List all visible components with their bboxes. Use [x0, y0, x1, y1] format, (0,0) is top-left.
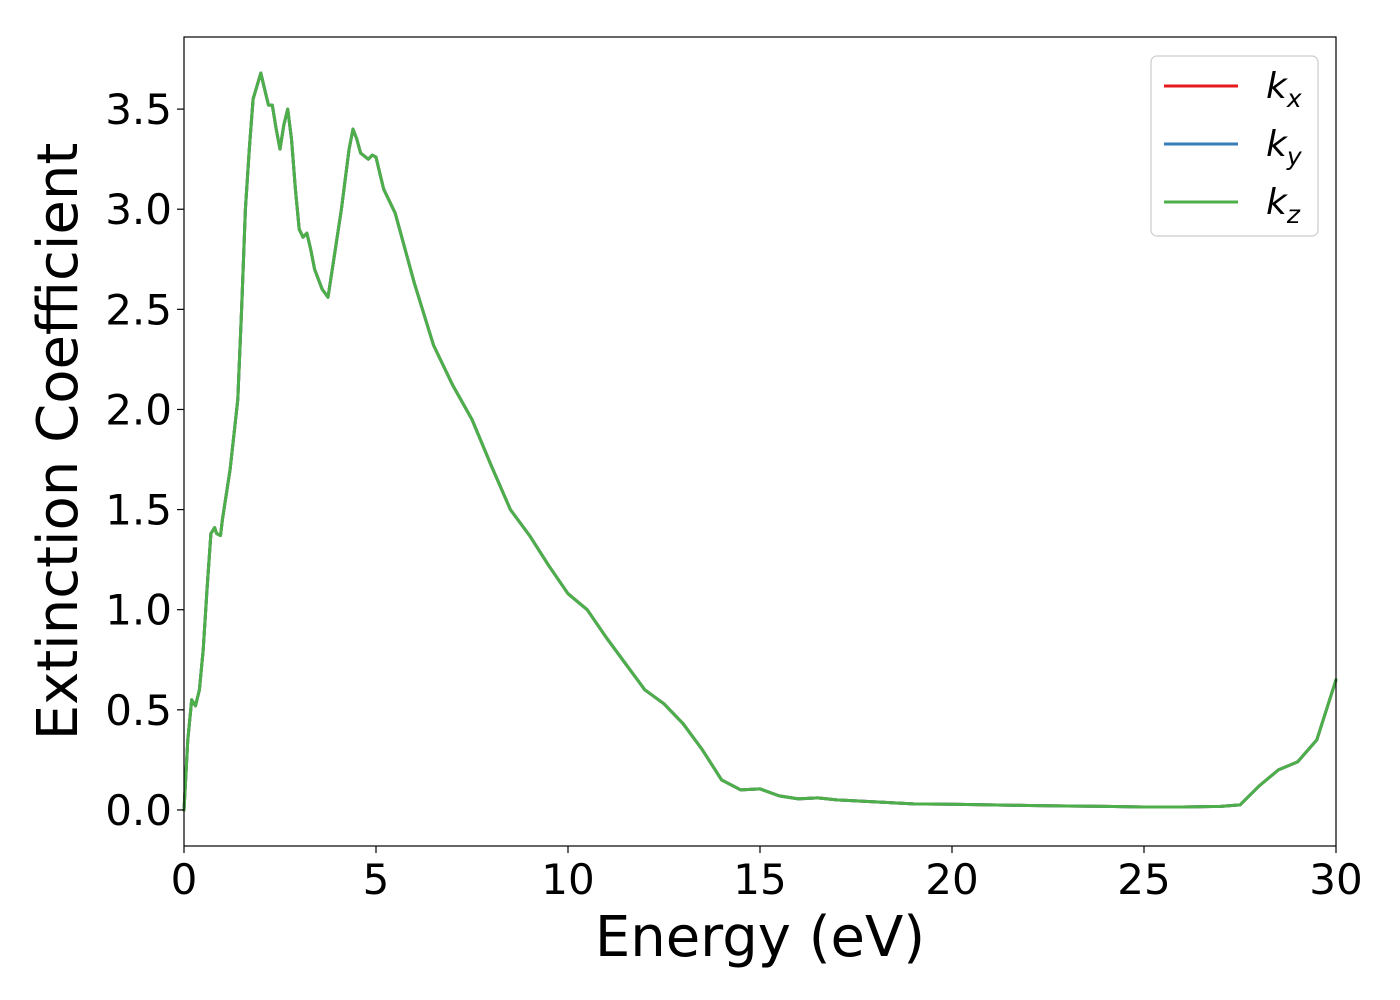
y-axis: 0.0 0.5 1.0 1.5 2.0 2.5 3.0 3.5 — [105, 85, 184, 835]
x-tick-label: 0 — [171, 855, 198, 904]
y-tick-label: 0.5 — [105, 686, 172, 735]
x-axis-title: Energy (eV) — [595, 905, 925, 970]
x-tick-label: 15 — [733, 855, 786, 904]
series-line-k_z — [182, 71, 1338, 812]
x-tick-label: 25 — [1117, 855, 1170, 904]
y-tick-label: 3.0 — [105, 185, 172, 234]
y-tick-label: 2.5 — [105, 285, 172, 334]
y-tick-label: 3.5 — [105, 85, 172, 134]
x-tick-label: 20 — [925, 855, 978, 904]
legend-box — [1150, 55, 1319, 237]
x-tick-label: 5 — [363, 855, 390, 904]
x-tick-label: 30 — [1309, 855, 1362, 904]
y-axis-title: Extinction Coefficient — [26, 143, 91, 741]
y-tick-label: 2.0 — [105, 385, 172, 434]
y-tick-label: 0.0 — [105, 786, 172, 835]
y-tick-label: 1.5 — [105, 486, 172, 535]
y-tick-label: 1.0 — [105, 586, 172, 635]
x-axis: 0 5 10 15 20 25 30 — [171, 846, 1363, 904]
plot-area — [182, 71, 1338, 812]
x-tick-label: 10 — [541, 855, 594, 904]
